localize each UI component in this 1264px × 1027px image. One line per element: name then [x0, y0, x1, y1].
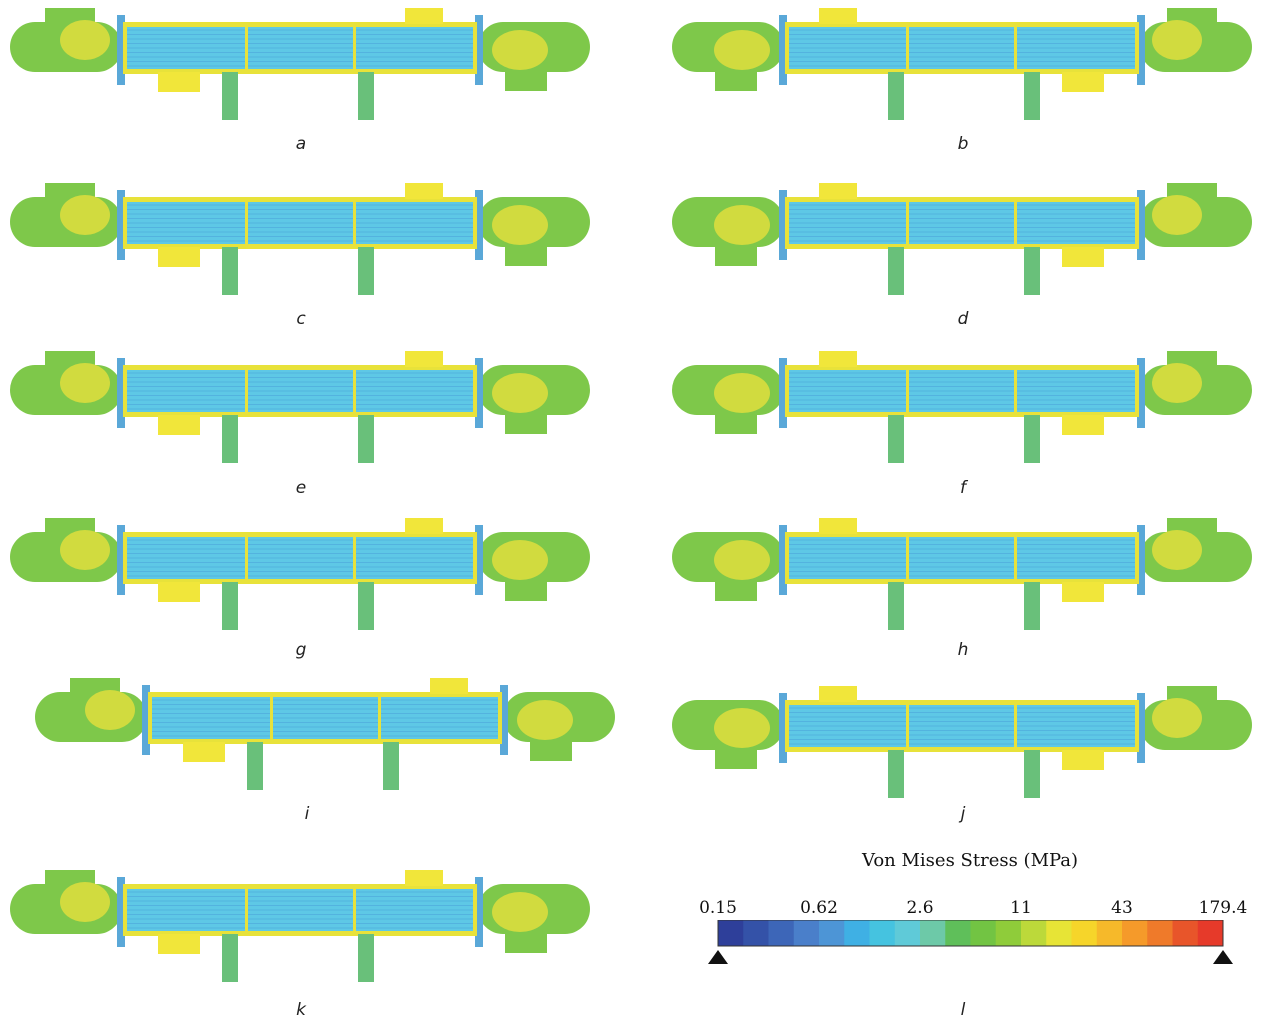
panel-d — [662, 175, 1262, 340]
colorbar-tick-label: 43 — [1111, 898, 1133, 918]
panel-h — [662, 510, 1262, 675]
colorbar-segment — [894, 920, 921, 946]
panel-j — [662, 678, 1262, 843]
panel-k — [0, 862, 600, 1027]
panel-label: g — [295, 640, 307, 660]
colorbar-tick-label: 179.4 — [1198, 898, 1248, 918]
colorbar-tick-label: 0.15 — [699, 898, 737, 918]
heat-exchanger-render — [35, 678, 615, 790]
colorbar-segment — [970, 920, 997, 946]
colorbar-segment — [819, 920, 845, 946]
heat-exchanger-render — [10, 518, 590, 630]
heat-exchanger-render — [672, 518, 1252, 630]
colorbar-segment — [743, 920, 769, 946]
panel-label: l — [960, 1000, 966, 1020]
panel-b — [662, 0, 1262, 165]
heat-exchanger-render — [10, 351, 590, 463]
heat-exchanger-render — [672, 351, 1252, 463]
colorbar-segment — [844, 920, 870, 946]
colorbar-tick-label: 11 — [1010, 898, 1032, 918]
colorbar-tick-label: 0.62 — [800, 898, 838, 918]
colorbar-segment — [1172, 920, 1199, 946]
colorbar-segment — [1046, 920, 1072, 946]
colorbar-segment — [945, 920, 971, 946]
panel-label: j — [960, 804, 966, 824]
panel-g — [0, 510, 600, 675]
heat-exchanger-render — [10, 8, 590, 120]
panel-i — [25, 670, 615, 835]
panel-label: d — [957, 309, 969, 329]
stress-colorbar — [708, 920, 1233, 964]
colorbar-tick-label: 2.6 — [906, 898, 934, 918]
panel-e — [0, 343, 600, 508]
colorbar-segment — [1096, 920, 1123, 946]
colorbar-segment — [768, 920, 795, 946]
heat-exchanger-render — [672, 686, 1252, 798]
colorbar-segment — [793, 920, 820, 946]
colorbar-segment — [995, 920, 1022, 946]
colorbar-segment — [920, 920, 946, 946]
heat-exchanger-render — [672, 183, 1252, 295]
colorbar-segment — [1021, 920, 1047, 946]
panel-label: k — [296, 1000, 306, 1020]
panel-label: c — [296, 309, 306, 329]
colorbar-segment — [869, 920, 896, 946]
panel-label: h — [957, 640, 969, 660]
colorbar-segment — [718, 920, 744, 946]
panel-label: a — [295, 134, 307, 154]
min-marker-icon — [708, 950, 728, 964]
max-marker-icon — [1213, 950, 1233, 964]
legend-title: Von Mises Stress (MPa) — [862, 850, 1079, 871]
heat-exchanger-render — [10, 870, 590, 982]
panel-a — [0, 0, 600, 165]
heat-exchanger-render — [10, 183, 590, 295]
panel-label: b — [957, 134, 969, 154]
colorbar-segment — [1071, 920, 1098, 946]
panel-label: f — [960, 478, 966, 498]
panel-f — [662, 343, 1262, 508]
colorbar-segment — [1147, 920, 1173, 946]
panel-label: e — [295, 478, 307, 498]
colorbar-segment — [1197, 920, 1224, 946]
colorbar-segment — [1122, 920, 1148, 946]
panel-label: i — [304, 804, 310, 824]
panel-c — [0, 175, 600, 340]
heat-exchanger-render — [672, 8, 1252, 120]
